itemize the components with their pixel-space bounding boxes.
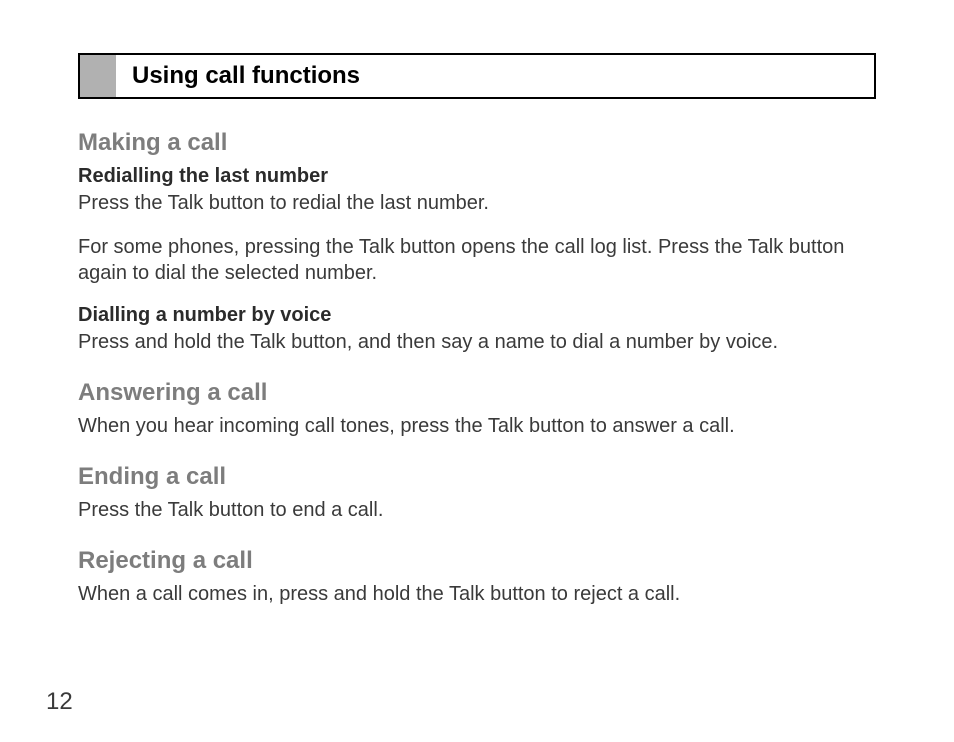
title-bar-accent-block bbox=[80, 55, 116, 97]
section-heading-answering: Answering a call bbox=[78, 379, 876, 407]
manual-page: Using call functions Making a call Redia… bbox=[0, 0, 954, 607]
body-text: Press the Talk button to end a call. bbox=[78, 497, 876, 523]
title-bar-text: Using call functions bbox=[116, 55, 360, 97]
section-heading-making-a-call: Making a call bbox=[78, 129, 876, 157]
section-heading-ending: Ending a call bbox=[78, 463, 876, 491]
body-text: When you hear incoming call tones, press… bbox=[78, 413, 876, 439]
sub-heading-dialling-voice: Dialling a number by voice bbox=[78, 304, 876, 327]
body-text: For some phones, pressing the Talk butto… bbox=[78, 234, 876, 286]
body-text: Press and hold the Talk button, and then… bbox=[78, 329, 876, 355]
body-text: Press the Talk button to redial the last… bbox=[78, 190, 876, 216]
page-number: 12 bbox=[46, 688, 73, 716]
title-bar: Using call functions bbox=[78, 53, 876, 99]
body-text: When a call comes in, press and hold the… bbox=[78, 581, 876, 607]
section-heading-rejecting: Rejecting a call bbox=[78, 547, 876, 575]
sub-heading-redialling: Redialling the last number bbox=[78, 165, 876, 188]
